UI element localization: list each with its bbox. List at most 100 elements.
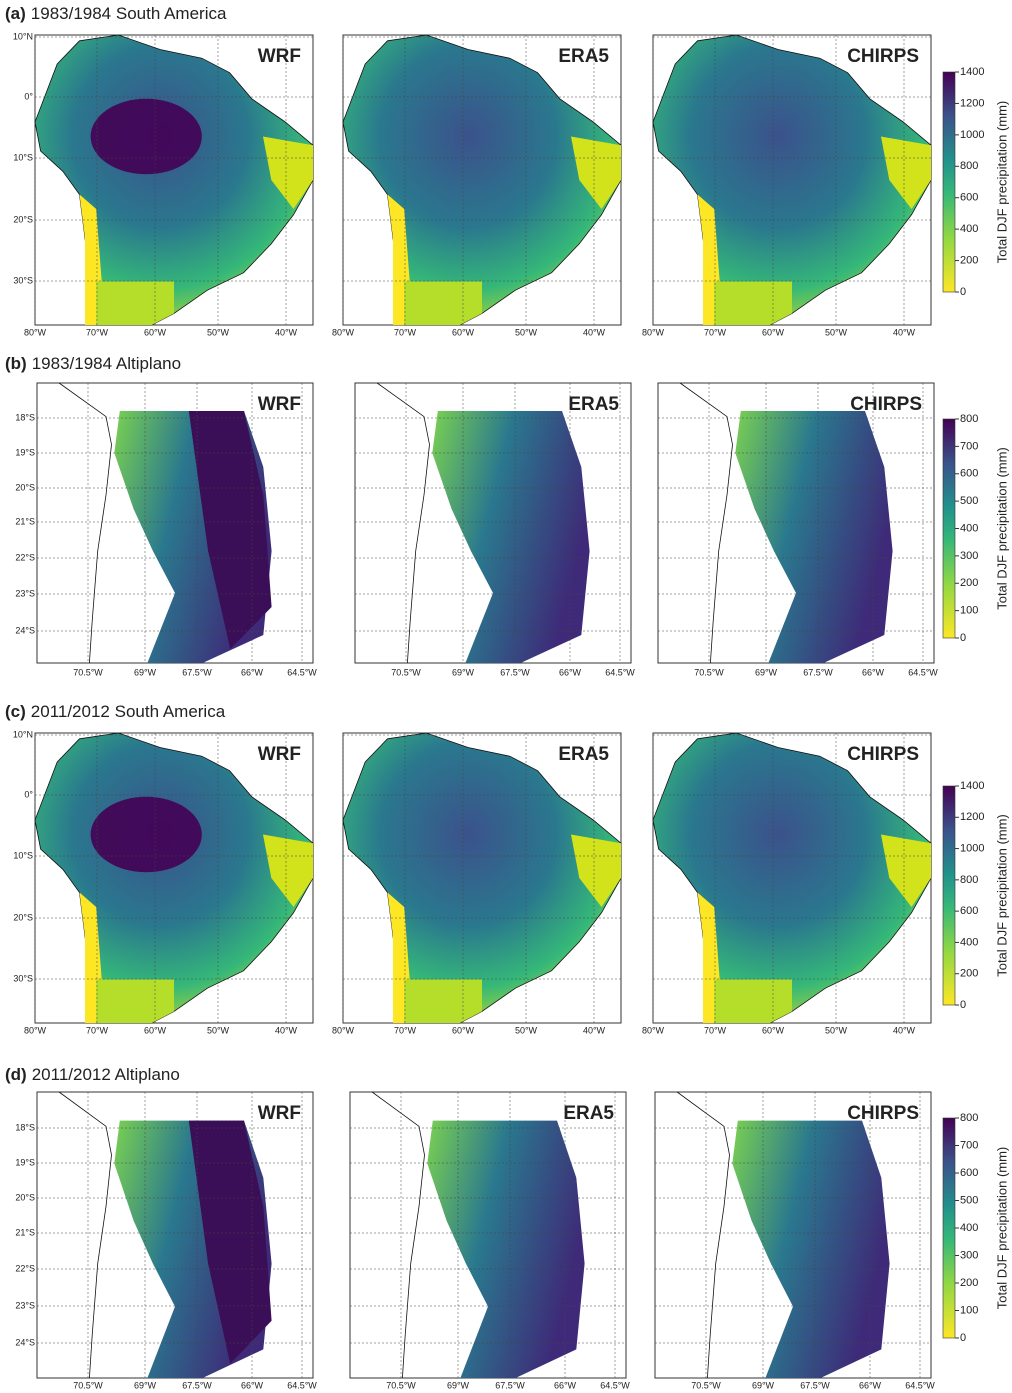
model-name: ERA5 xyxy=(568,394,619,415)
map xyxy=(342,34,622,326)
lat-tick-label: 10°N xyxy=(13,729,33,739)
lon-tick-label: 69°W xyxy=(447,1380,470,1390)
lon-tick-label: 64.5°W xyxy=(287,1380,317,1390)
ne-dry xyxy=(263,834,313,907)
coastline xyxy=(371,1091,425,1379)
lat-tick-label: 22°S xyxy=(15,1263,35,1273)
wet-core xyxy=(188,411,272,649)
map xyxy=(654,1091,932,1379)
colorbar-tick-label: 300 xyxy=(960,550,978,562)
colorbar-tick-label: 400 xyxy=(960,1222,978,1234)
lon-tick-label: 40°W xyxy=(583,1025,606,1035)
lat-tick-label: 21°S xyxy=(15,516,35,526)
colorbar xyxy=(942,71,956,293)
lon-tick-label: 80°W xyxy=(642,1025,665,1035)
lon-tick-label: 50°W xyxy=(515,327,538,337)
colorbar-tick-label: 200 xyxy=(960,577,978,589)
colorbar-tick-label: 600 xyxy=(960,468,978,480)
lon-tick-label: 66°W xyxy=(862,667,885,677)
lon-tick-label: 69°W xyxy=(134,667,157,677)
map xyxy=(34,732,314,1024)
coastline xyxy=(676,1091,730,1379)
wet-core xyxy=(90,98,202,175)
land-field xyxy=(34,34,314,326)
lon-tick-label: 50°W xyxy=(825,1025,848,1035)
colorbar-label: Total DJF precipitation (mm) xyxy=(994,1147,1009,1310)
lon-tick-label: 60°W xyxy=(452,1025,475,1035)
panel-label: (d) xyxy=(5,1065,27,1084)
land-field xyxy=(652,732,932,1024)
lon-tick-label: 69°W xyxy=(755,667,778,677)
colorbar-label: Total DJF precipitation (mm) xyxy=(994,101,1009,264)
south-dry xyxy=(96,979,174,1023)
wet-core xyxy=(188,1120,272,1364)
lon-tick-label: 40°W xyxy=(893,327,916,337)
lon-tick-label: 80°W xyxy=(642,327,665,337)
data-field xyxy=(432,411,590,663)
map xyxy=(652,34,932,326)
colorbar-tick-label: 0 xyxy=(960,1332,966,1344)
south-dry xyxy=(96,281,174,325)
lon-tick-label: 80°W xyxy=(332,1025,355,1035)
model-name: WRF xyxy=(258,744,301,765)
colorbar-tick-label: 500 xyxy=(960,1194,978,1206)
lon-tick-label: 64.5°W xyxy=(287,667,317,677)
lat-tick-label: 23°S xyxy=(15,588,35,598)
model-name: CHIRPS xyxy=(847,744,919,765)
lat-tick-label: 30°S xyxy=(13,973,33,983)
lat-tick-label: 20°S xyxy=(15,1192,35,1202)
colorbar-tick-label: 800 xyxy=(960,413,978,425)
panel-title: (d) 2011/2012 Altiplano xyxy=(5,1065,180,1084)
map xyxy=(34,34,314,326)
lon-tick-label: 64.5°W xyxy=(605,667,635,677)
model-name: ERA5 xyxy=(563,1103,614,1124)
panel-title-text: 1983/1984 Altiplano xyxy=(32,354,181,373)
colorbar-tick-label: 1000 xyxy=(960,842,984,854)
lon-tick-label: 70°W xyxy=(394,1025,417,1035)
panel-title: (c) 2011/2012 South America xyxy=(5,702,226,721)
lon-tick-label: 70.5°W xyxy=(691,1380,721,1390)
south-dry xyxy=(404,281,482,325)
lon-tick-label: 70°W xyxy=(394,327,417,337)
map xyxy=(652,732,932,1024)
colorbar-tick-label: 200 xyxy=(960,968,978,980)
lon-tick-label: 70°W xyxy=(86,327,109,337)
andes-dry xyxy=(387,194,410,325)
colorbar xyxy=(942,1117,956,1339)
colorbar-tick-label: 0 xyxy=(960,632,966,644)
map xyxy=(36,1091,314,1379)
model-name: WRF xyxy=(258,1103,301,1124)
model-name: CHIRPS xyxy=(847,1103,919,1124)
lat-tick-label: 20°S xyxy=(13,912,33,922)
panel-label: (a) xyxy=(5,4,26,23)
lat-tick-label: 21°S xyxy=(15,1227,35,1237)
lon-tick-label: 69°W xyxy=(134,1380,157,1390)
lon-tick-label: 40°W xyxy=(893,1025,916,1035)
panel-label: (c) xyxy=(5,702,26,721)
lat-tick-label: 23°S xyxy=(15,1300,35,1310)
south-dry xyxy=(714,281,792,325)
colorbar-tick-label: 1000 xyxy=(960,129,984,141)
model-name: WRF xyxy=(258,46,301,67)
panel-title-text: 2011/2012 South America xyxy=(31,702,226,721)
lat-tick-label: 20°S xyxy=(15,482,35,492)
colorbar-tick-label: 1400 xyxy=(960,66,984,78)
lon-tick-label: 69°W xyxy=(452,667,475,677)
lon-tick-label: 67.5°W xyxy=(182,1380,212,1390)
land-field xyxy=(652,34,932,326)
map xyxy=(657,382,935,664)
panel-title-text: 1983/1984 South America xyxy=(31,4,227,23)
lon-tick-label: 60°W xyxy=(452,327,475,337)
panel-title: (b) 1983/1984 Altiplano xyxy=(5,354,181,373)
lat-tick-label: 10°S xyxy=(13,850,33,860)
lon-tick-label: 60°W xyxy=(144,1025,167,1035)
ne-dry xyxy=(881,834,931,907)
andes-dry xyxy=(697,892,720,1023)
colorbar-tick-label: 600 xyxy=(960,192,978,204)
lon-tick-label: 40°W xyxy=(275,1025,298,1035)
andes-dry xyxy=(79,194,102,325)
colorbar-tick-label: 1200 xyxy=(960,811,984,823)
lon-tick-label: 60°W xyxy=(762,327,785,337)
colorbar-tick-label: 700 xyxy=(960,1139,978,1151)
